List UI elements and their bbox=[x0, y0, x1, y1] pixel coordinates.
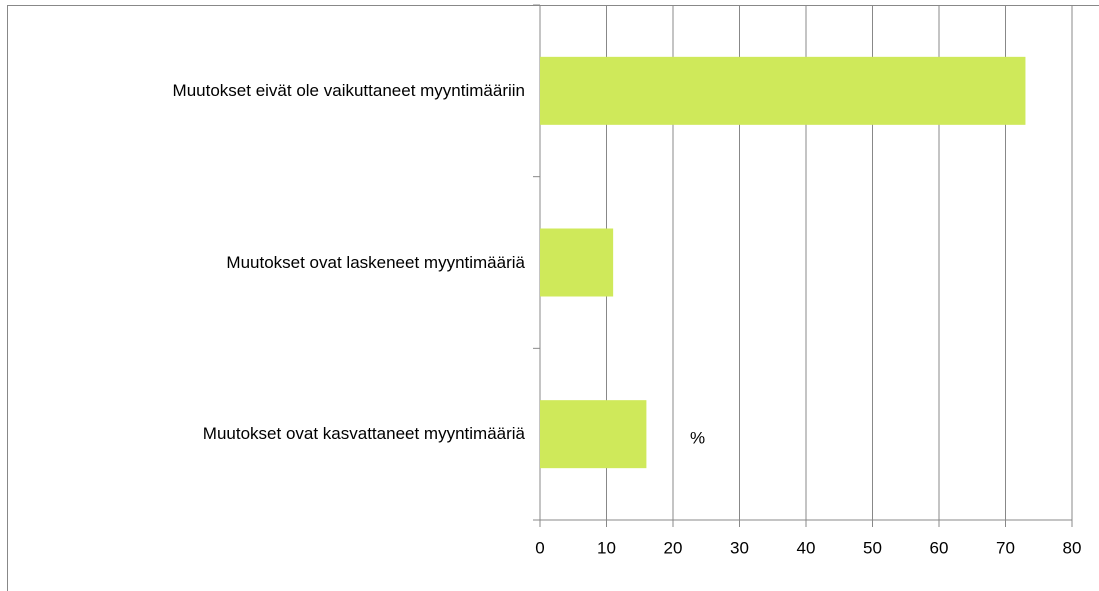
y-tick-label: Muutokset ovat laskeneet myyntimääriä bbox=[226, 252, 525, 272]
x-tick-label: 40 bbox=[797, 538, 816, 557]
x-tick-label: 50 bbox=[863, 538, 882, 557]
y-tick-label-box: Muutokset ovat kasvattaneet myyntimääriä bbox=[5, 404, 525, 464]
x-tick-label: 70 bbox=[996, 538, 1015, 557]
x-tick-label: 0 bbox=[535, 538, 544, 557]
y-tick-label: Muutokset ovat kasvattaneet myyntimääriä bbox=[202, 424, 525, 444]
x-tick-label: 60 bbox=[930, 538, 949, 557]
chart-frame bbox=[7, 5, 1099, 591]
y-tick-label-box: Muutokset ovat laskeneet myyntimääriä bbox=[5, 233, 525, 293]
x-tick-label: 30 bbox=[730, 538, 749, 557]
bar bbox=[540, 400, 647, 469]
x-tick-label: 20 bbox=[664, 538, 683, 557]
x-tick-label: 80 bbox=[1063, 538, 1082, 557]
bar bbox=[540, 228, 614, 297]
bar bbox=[540, 56, 1026, 125]
legend-label: % bbox=[690, 428, 705, 447]
y-tick-label: Muutokset eivät ole vaikuttaneet myyntim… bbox=[172, 80, 525, 100]
y-tick-label-box: Muutokset eivät ole vaikuttaneet myyntim… bbox=[5, 61, 525, 121]
x-tick-label: 10 bbox=[597, 538, 616, 557]
